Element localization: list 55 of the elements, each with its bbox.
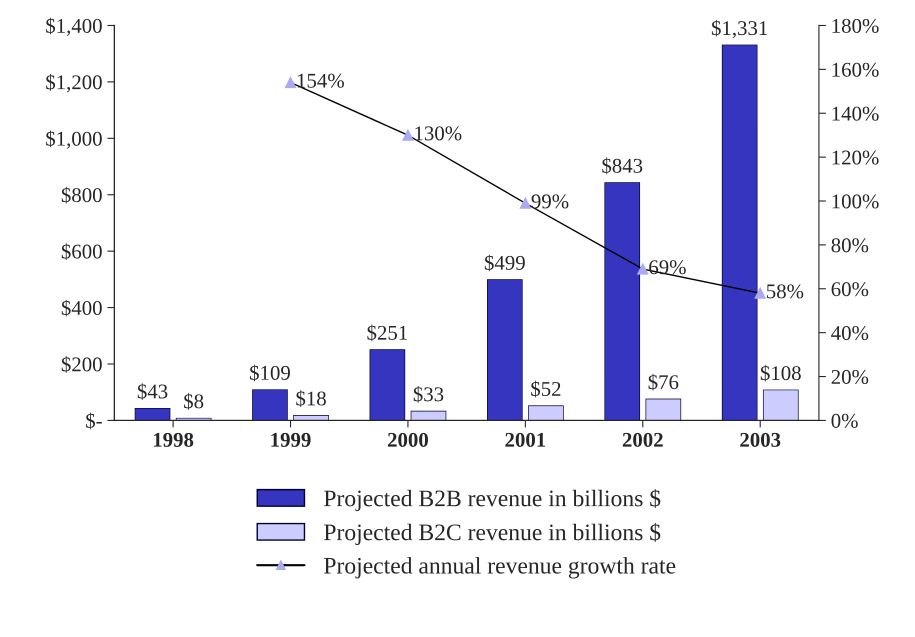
data-label: $108 bbox=[760, 364, 801, 382]
y-tick-label: $1,000 bbox=[46, 130, 102, 149]
y-tick-label: $200 bbox=[62, 356, 102, 373]
data-label: $499 bbox=[484, 254, 525, 272]
y-tick-label: $600 bbox=[62, 243, 102, 260]
data-label: $52 bbox=[531, 380, 560, 398]
data-label: $1,331 bbox=[712, 20, 768, 38]
y2-tick-label: 60% bbox=[832, 282, 868, 296]
y-tick-label: $1,200 bbox=[46, 74, 102, 92]
bar bbox=[722, 44, 758, 420]
bar bbox=[762, 390, 799, 420]
data-label: $251 bbox=[367, 324, 407, 342]
y2-tick-label: 80% bbox=[832, 238, 868, 252]
data-label: $33 bbox=[414, 386, 444, 403]
data-label: 154% bbox=[298, 74, 344, 88]
bar bbox=[370, 349, 406, 420]
y-tick-label: $400 bbox=[62, 300, 102, 316]
x-tick-label: 1999 bbox=[271, 432, 311, 447]
x-tick-label: 2003 bbox=[740, 432, 780, 447]
legend-label: Projected B2B revenue in billions $ bbox=[324, 489, 660, 512]
y-tick-label: $1,400 bbox=[46, 18, 102, 36]
bar bbox=[293, 414, 329, 420]
data-label: $843 bbox=[602, 158, 642, 174]
bar bbox=[410, 410, 446, 420]
data-label: 58% bbox=[766, 284, 804, 298]
legend-label: Projected annual revenue growth rate bbox=[324, 557, 676, 579]
bar bbox=[134, 408, 170, 420]
x-tick-label: 2001 bbox=[505, 432, 546, 447]
data-label: 69% bbox=[649, 260, 686, 274]
bar bbox=[486, 279, 523, 420]
y2-tick-label: 20% bbox=[832, 370, 868, 384]
data-label: $43 bbox=[138, 383, 168, 400]
data-label: $8 bbox=[184, 393, 204, 410]
y2-tick-label: 160% bbox=[832, 62, 879, 77]
x-tick-label: 2000 bbox=[388, 432, 428, 447]
data-label: 99% bbox=[532, 194, 568, 208]
y2-tick-label: 140% bbox=[832, 106, 879, 121]
y2-tick-label: 40% bbox=[831, 326, 868, 340]
y-tick-label: $- bbox=[86, 412, 102, 430]
data-label: $109 bbox=[250, 364, 290, 382]
bar bbox=[646, 398, 682, 420]
y2-tick-label: 100% bbox=[832, 194, 879, 209]
y-tick-label: $800 bbox=[62, 186, 102, 204]
data-label: 130% bbox=[415, 126, 462, 140]
bar bbox=[604, 182, 640, 420]
y2-tick-label: 0% bbox=[832, 414, 858, 428]
x-tick-label: 1998 bbox=[154, 432, 194, 447]
bar bbox=[528, 405, 564, 420]
data-label: $76 bbox=[648, 374, 678, 391]
data-label: $18 bbox=[296, 390, 326, 407]
y2-tick-label: 180% bbox=[832, 18, 879, 33]
bar bbox=[252, 389, 288, 420]
legend-label: Projected B2C revenue in billions $ bbox=[324, 522, 660, 546]
x-tick-label: 2002 bbox=[622, 432, 663, 447]
y2-tick-label: 120% bbox=[832, 150, 879, 165]
